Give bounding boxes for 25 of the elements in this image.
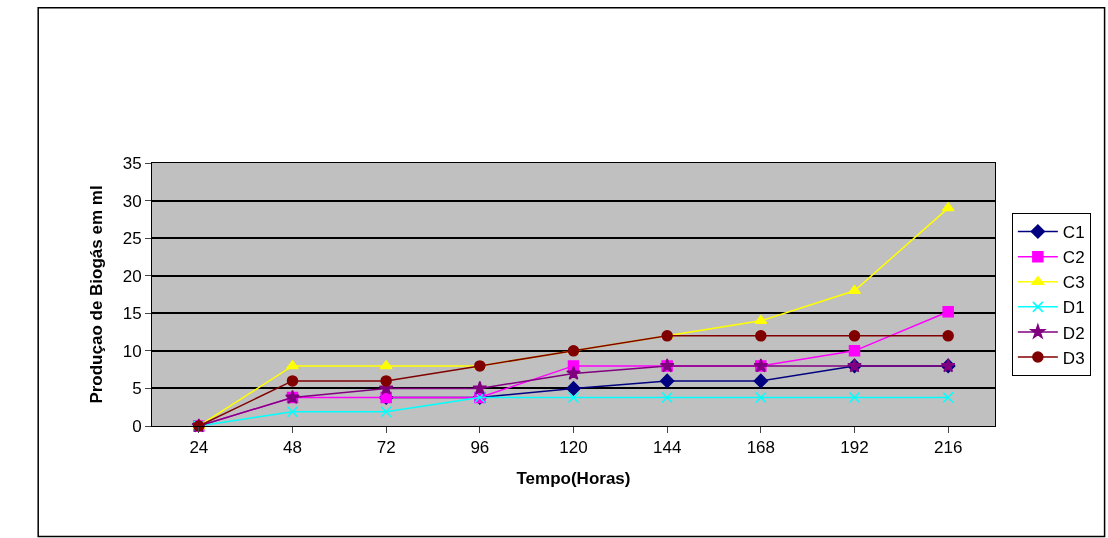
legend-label: C2 xyxy=(1062,248,1085,268)
y-tick-label: 5 xyxy=(132,379,142,399)
x-tick-label: 24 xyxy=(189,438,209,458)
y-tick-label: 15 xyxy=(122,304,142,324)
legend-label: D3 xyxy=(1062,348,1085,368)
x-tick-label: 96 xyxy=(470,438,490,458)
y-tick-label: 0 xyxy=(132,416,142,436)
y-axis-title: Produçao de Biogás em ml xyxy=(87,185,107,404)
y-tick-label: 35 xyxy=(122,153,142,173)
x-tick-label: 144 xyxy=(652,438,682,458)
y-tick-label: 10 xyxy=(122,341,142,361)
y-tick-label: 20 xyxy=(122,266,142,286)
x-axis-title: Tempo(Horas) xyxy=(516,468,631,488)
y-tick-label: 25 xyxy=(122,229,142,249)
x-tick-label: 192 xyxy=(840,438,869,458)
legend-label: C1 xyxy=(1062,223,1085,243)
x-tick-label: 120 xyxy=(559,438,588,458)
legend-label: D1 xyxy=(1062,298,1085,318)
legend-label: C3 xyxy=(1062,273,1085,293)
x-tick-label: 216 xyxy=(933,438,963,458)
x-tick-label: 72 xyxy=(376,438,396,458)
legend-label: D2 xyxy=(1062,323,1085,343)
y-tick-label: 30 xyxy=(122,191,142,211)
x-tick-label: 48 xyxy=(283,438,302,458)
x-tick-label: 168 xyxy=(746,438,776,458)
